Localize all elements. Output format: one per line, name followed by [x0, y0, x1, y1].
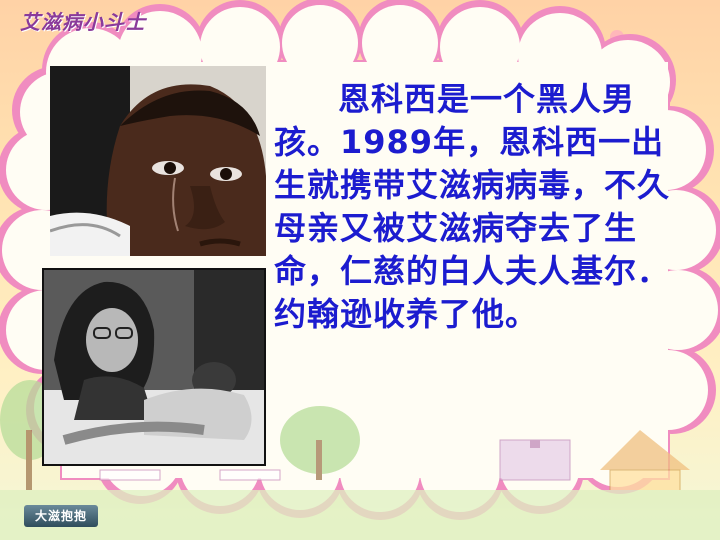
- photo-crying-boy: [50, 66, 266, 256]
- photo-woman-with-boy: [42, 268, 266, 466]
- story-paragraph: 恩科西是一个黑人男孩。1989年，恩科西一出生就携带艾滋病病毒，不久母亲又被艾滋…: [274, 80, 671, 333]
- photo-crying-boy-image: [50, 66, 266, 256]
- slide-title: 艾滋病小斗士: [20, 10, 146, 34]
- photo-woman-with-boy-image: [44, 270, 264, 464]
- footer-logo: 大滋抱抱: [24, 505, 98, 527]
